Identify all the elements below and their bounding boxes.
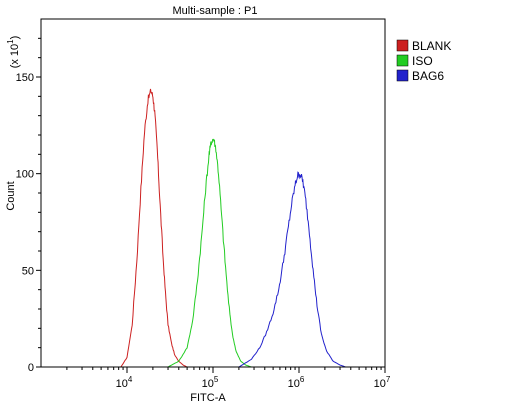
y-multiplier-label: (x 101) <box>6 36 21 69</box>
y-tick-label: 100 <box>16 169 34 181</box>
y-tick-label: 150 <box>16 72 34 84</box>
y-axis-ticks: 0 50 100 150 <box>16 37 41 374</box>
x-tick-label: 105 <box>202 375 219 390</box>
legend-swatch-blank <box>396 39 409 52</box>
series-line-iso <box>167 138 252 368</box>
legend-swatch-bag6 <box>396 69 409 82</box>
legend-label-bag6: BAG6 <box>412 69 444 83</box>
series-line-blank <box>120 88 188 368</box>
x-tick-label: 107 <box>374 375 391 390</box>
legend-label-iso: ISO <box>412 54 433 68</box>
x-tick-label: 106 <box>288 375 305 390</box>
series-line-bag6 <box>238 171 346 368</box>
y-tick-label: 0 <box>28 362 34 374</box>
x-tick-label: 104 <box>116 375 133 390</box>
series-layer <box>120 88 346 368</box>
chart-title: Multi-sample : P1 <box>173 5 258 17</box>
plot-frame <box>40 18 386 368</box>
legend-label-blank: BLANK <box>412 39 451 53</box>
y-axis-label: Count <box>5 181 17 210</box>
x-axis-ticks: 104 105 106 107 <box>66 367 391 390</box>
y-tick-label: 50 <box>22 265 34 277</box>
x-axis-label: FITC-A <box>190 392 226 404</box>
legend-swatch-iso <box>396 54 409 67</box>
